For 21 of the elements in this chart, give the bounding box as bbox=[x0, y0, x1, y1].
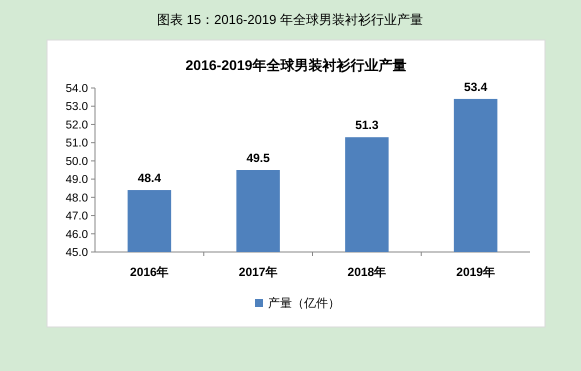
y-tick-label: 50.0 bbox=[66, 156, 88, 168]
y-tick-label: 54.0 bbox=[66, 83, 88, 95]
y-tick-label: 47.0 bbox=[66, 210, 88, 223]
y-tick-label: 51.0 bbox=[66, 138, 88, 150]
x-tick-label: 2017年 bbox=[238, 265, 278, 279]
chart-subtitle: 2016-2019年全球男装衬衫行业产量 bbox=[186, 57, 406, 73]
data-label: 53.4 bbox=[464, 80, 488, 94]
x-tick-label: 2019年 bbox=[456, 265, 495, 279]
x-tick-label: 2016年 bbox=[130, 265, 169, 279]
chart-title: 图表 15：2016-2019 年全球男装衬衫行业产量 bbox=[157, 12, 423, 27]
data-label: 48.4 bbox=[138, 171, 162, 186]
data-label: 51.3 bbox=[355, 118, 379, 132]
y-tick-label: 49.0 bbox=[66, 174, 88, 186]
y-tick-label: 45.0 bbox=[66, 247, 88, 259]
y-tick-label: 48.0 bbox=[66, 192, 88, 204]
x-tick-label: 2018年 bbox=[348, 265, 386, 279]
y-tick-label: 52.0 bbox=[66, 119, 88, 132]
data-label: 49.5 bbox=[246, 151, 270, 165]
legend-label: 产量（亿件） bbox=[268, 296, 340, 310]
y-tick-label: 53.0 bbox=[66, 101, 88, 114]
y-tick-label: 46.0 bbox=[66, 228, 88, 241]
